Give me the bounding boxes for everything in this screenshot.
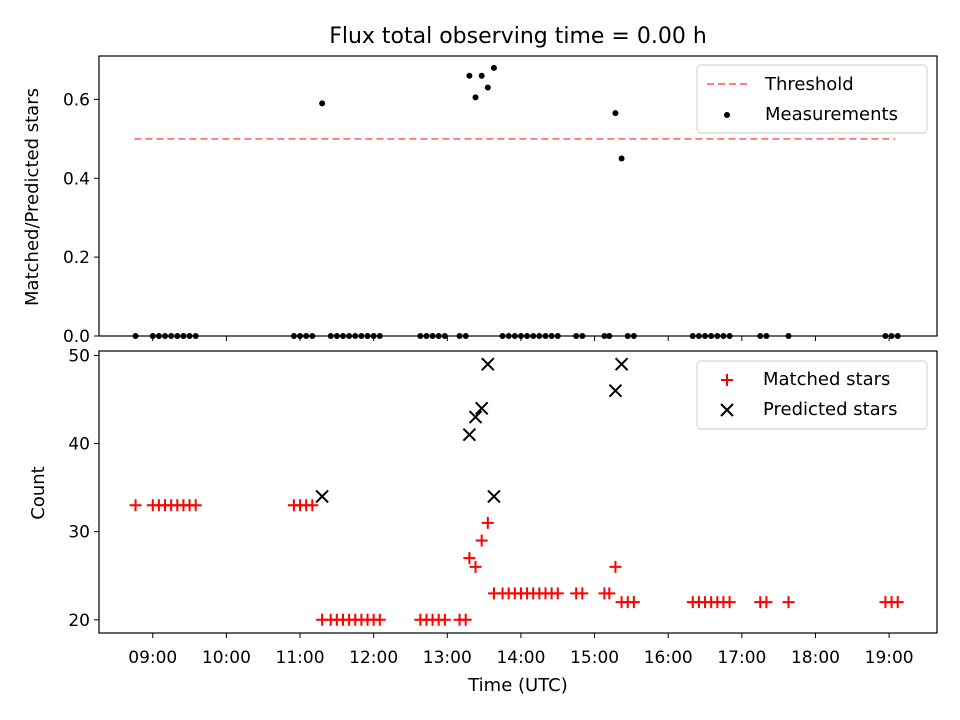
legend-matched-label: Matched stars: [763, 369, 890, 390]
measurement-point: [484, 84, 491, 91]
predicted-stars-point: [608, 383, 623, 398]
top-legend-frame: [696, 64, 928, 134]
bottom-y-tick-label: 30: [68, 523, 90, 543]
bottom-legend: Matched stars Predicted stars: [696, 360, 928, 430]
top-axes: 0.0 0.2 0.4 0.6: [63, 55, 938, 347]
bottom-y-tick-label: 50: [68, 346, 90, 366]
x-tick-label: 14:00: [496, 648, 545, 668]
x-tick-label: 11:00: [276, 648, 325, 668]
legend-threshold-label: Threshold: [764, 74, 854, 95]
top-y-tick-label: 0.6: [63, 90, 90, 110]
matched-stars-point: [373, 613, 386, 626]
predicted-stars-point: [487, 489, 501, 504]
bottom-series-1: [315, 357, 629, 504]
measurement-point: [466, 72, 473, 79]
matched-stars-point: [627, 596, 640, 609]
matched-stars-point: [609, 560, 622, 573]
bottom-legend-frame: [696, 360, 928, 430]
x-tick-label: 16:00: [644, 648, 693, 668]
x-tick-label: 19:00: [865, 648, 914, 668]
x-tick-label: 10:00: [202, 648, 251, 668]
measurement-point: [478, 72, 485, 79]
matched-stars-point: [469, 560, 482, 573]
x-axis-label: Time (UTC): [467, 675, 568, 696]
predicted-stars-point: [474, 401, 489, 415]
matched-stars-point: [576, 587, 589, 600]
top-y-axis-label: Matched/Predicted stars: [22, 88, 43, 306]
measurement-point: [319, 100, 326, 107]
matched-stars-point: [459, 613, 472, 626]
top-y-tick-label: 0.2: [63, 248, 90, 268]
matched-stars-point: [760, 596, 773, 609]
x-tick-label: 17:00: [717, 648, 766, 668]
matched-stars-point: [723, 596, 736, 609]
matched-stars-point: [481, 516, 494, 529]
legend-predicted-label: Predicted stars: [763, 399, 897, 420]
x-tick-label: 18:00: [791, 648, 840, 668]
legend-predicted-swatch: [720, 403, 734, 417]
legend-measurements-swatch: [724, 112, 730, 118]
legend-measurements-label: Measurements: [765, 104, 898, 125]
matched-stars-point: [782, 596, 795, 609]
x-tick-label: 12:00: [349, 648, 398, 668]
matched-stars-point: [129, 499, 142, 512]
bottom-axes: 20 30 40 50 09:00 10:00 11:00 12:00 13:00 14:00 15…: [68, 346, 938, 668]
matched-stars-point: [463, 552, 476, 565]
top-y-tick-label: 0.0: [63, 327, 90, 347]
x-tick-label: 15:00: [570, 648, 619, 668]
predicted-stars-point: [614, 357, 629, 371]
predicted-stars-point: [315, 489, 329, 504]
bottom-y-tick-label: 20: [68, 611, 90, 631]
matched-stars-point: [475, 534, 488, 547]
x-tick-label: 13:00: [423, 648, 472, 668]
top-axes-frame: [98, 55, 938, 337]
matched-stars-point: [603, 587, 616, 600]
matched-stars-point: [891, 596, 904, 609]
measurement-point: [490, 64, 497, 71]
predicted-stars-point: [468, 410, 483, 424]
bottom-series-0: [129, 499, 904, 626]
top-y-tick-label: 0.4: [63, 169, 90, 189]
matched-stars-point: [306, 499, 319, 512]
bottom-y-tick-label: 40: [68, 435, 90, 455]
top-legend: Threshold Measurements: [696, 64, 928, 134]
bottom-axes-frame: [98, 350, 938, 634]
measurement-point: [618, 155, 625, 162]
matched-stars-point: [438, 613, 451, 626]
predicted-stars-point: [462, 428, 477, 442]
legend-matched-swatch: [721, 374, 733, 386]
top-chart-title: Flux total observing time = 0.00 h: [329, 24, 707, 49]
x-tick-label: 09:00: [128, 648, 177, 668]
measurement-point: [612, 110, 619, 117]
matched-stars-point: [189, 499, 202, 512]
predicted-stars-point: [481, 357, 495, 371]
matched-stars-point: [551, 587, 564, 600]
measurement-point: [472, 94, 479, 101]
bottom-y-axis-label: Count: [28, 466, 49, 519]
